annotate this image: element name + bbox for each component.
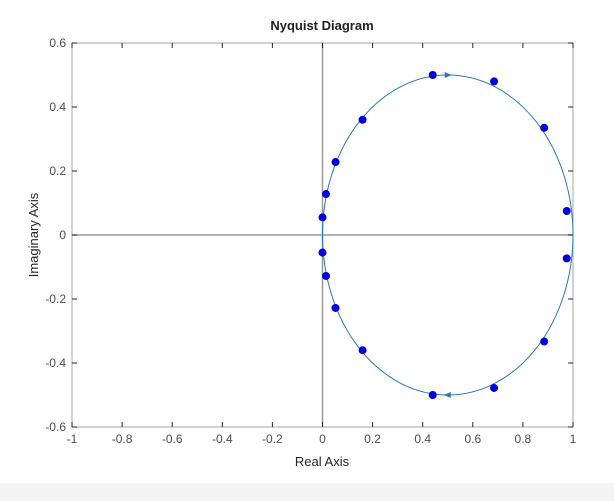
nyquist-chart: -1 -0.8 -0.6 -0.4 -0.2 0 0.2 0.4 0.6 0.8 1 -0.6 -0.4… xyxy=(26,18,577,469)
direction-arrow xyxy=(443,392,451,398)
bottom-bar xyxy=(0,483,614,501)
data-point xyxy=(428,71,437,79)
direction-arrow xyxy=(444,72,452,78)
x-tick-label: -0.2 xyxy=(262,432,283,446)
data-point xyxy=(331,158,340,167)
data-point xyxy=(540,123,549,132)
data-point xyxy=(322,271,331,280)
x-tick-label: 0.6 xyxy=(464,432,481,446)
data-point xyxy=(358,346,367,355)
x-tick-label: -0.8 xyxy=(112,432,133,446)
data-point xyxy=(358,115,367,124)
data-point xyxy=(331,303,340,312)
y-tick-label: -0.4 xyxy=(45,356,66,370)
x-tick-label: -1 xyxy=(67,432,78,446)
y-tick-label: 0 xyxy=(59,228,66,242)
x-tick-label: 1 xyxy=(570,432,577,446)
x-tick-label: -0.6 xyxy=(162,432,183,446)
chart-title: Nyquist Diagram xyxy=(270,18,373,33)
y-tick-label: 0.6 xyxy=(49,36,66,50)
data-point xyxy=(318,248,327,257)
figure: -1 -0.8 -0.6 -0.4 -0.2 0 0.2 0.4 0.6 0.8 1 -0.6 -0.4… xyxy=(26,18,577,469)
data-point xyxy=(318,213,327,222)
x-tick-label: 0 xyxy=(319,432,326,446)
y-tick-label: -0.2 xyxy=(45,292,66,306)
data-point xyxy=(428,391,437,399)
x-tick-label: 0.2 xyxy=(364,432,381,446)
y-tick-label: 0.2 xyxy=(49,164,66,178)
data-point xyxy=(322,190,331,199)
x-tick-label: -0.4 xyxy=(212,432,233,446)
x-tick-label: 0.4 xyxy=(414,432,431,446)
data-point xyxy=(540,337,549,346)
x-axis-label: Real Axis xyxy=(295,454,350,469)
data-point xyxy=(490,383,499,392)
y-tick-label: 0.4 xyxy=(49,100,66,114)
data-point xyxy=(562,254,571,263)
y-tick-label: -0.6 xyxy=(45,420,66,434)
data-point xyxy=(562,207,571,215)
data-point xyxy=(490,77,499,86)
x-tick-label: 0.8 xyxy=(515,432,532,446)
y-axis-label: Imaginary Axis xyxy=(26,192,41,277)
